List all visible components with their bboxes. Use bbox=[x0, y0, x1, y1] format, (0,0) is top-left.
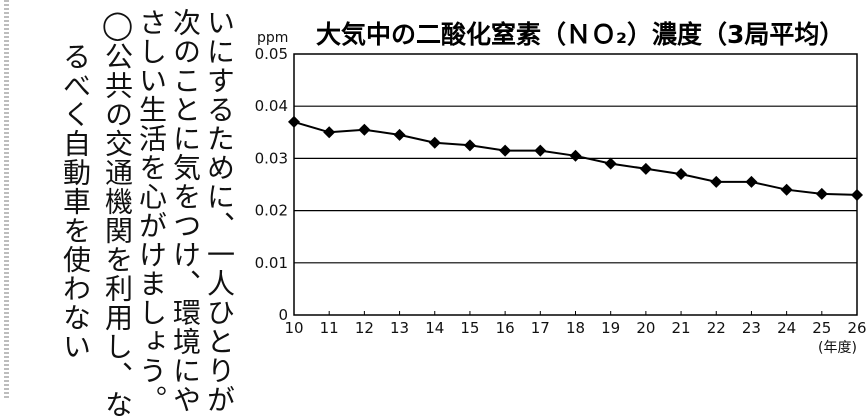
y-axis-unit-label: ppm bbox=[257, 30, 288, 46]
data-point-marker bbox=[534, 144, 547, 157]
x-tick-label: 14 bbox=[425, 319, 444, 337]
x-tick-label: 18 bbox=[566, 319, 585, 337]
x-tick-label: 10 bbox=[284, 319, 303, 337]
x-axis-unit-label: (年度) bbox=[818, 340, 857, 356]
x-tick-label: 20 bbox=[636, 319, 655, 337]
x-tick-label: 16 bbox=[496, 319, 515, 337]
y-tick-label: 0.04 bbox=[255, 97, 288, 115]
plot-frame bbox=[293, 53, 858, 316]
x-tick-label: 23 bbox=[742, 319, 761, 337]
body-text-line-3: さしい生活を心がけましょう。 bbox=[135, 8, 168, 414]
data-point-marker bbox=[604, 157, 617, 170]
x-tick-label: 17 bbox=[531, 319, 550, 337]
x-tick-label: 11 bbox=[320, 319, 339, 337]
y-tick-label: 0.02 bbox=[255, 202, 288, 220]
data-point-marker bbox=[569, 149, 582, 162]
data-point-marker bbox=[499, 144, 512, 157]
data-point-marker bbox=[639, 162, 652, 175]
x-tick-label: 19 bbox=[601, 319, 620, 337]
body-text-line-5: るべく自動車を使わない bbox=[59, 42, 92, 361]
data-point-marker bbox=[288, 115, 300, 128]
plot-area: 0.05 0.04 0.03 0.02 0.01 010 11 12 13 14 15 16 17 18 1… bbox=[255, 45, 867, 337]
x-tick-label: 21 bbox=[672, 319, 691, 337]
dotted-margin-rule bbox=[4, 0, 9, 400]
y-tick-label: 0 bbox=[278, 306, 288, 324]
data-point-marker bbox=[323, 126, 336, 139]
body-text-line-1: いにするために、一人ひとりが bbox=[203, 8, 236, 414]
y-tick-label: 0.05 bbox=[255, 45, 288, 63]
data-point-marker bbox=[815, 187, 828, 200]
data-point-marker bbox=[675, 168, 688, 181]
data-point-marker bbox=[780, 183, 793, 196]
data-point-marker bbox=[393, 128, 406, 141]
data-point-marker bbox=[358, 123, 371, 136]
x-tick-label: 22 bbox=[707, 319, 726, 337]
x-tick-label: 13 bbox=[390, 319, 409, 337]
data-point-marker bbox=[851, 188, 863, 201]
body-text-line-2: 次のことに気をつけ、環境にや bbox=[169, 8, 202, 414]
data-point-marker bbox=[745, 175, 758, 188]
y-tick-label: 0.03 bbox=[255, 149, 288, 167]
x-tick-label: 26 bbox=[847, 319, 866, 337]
chart-title: 大気中の二酸化窒素（ＮＯ₂）濃度（3局平均） bbox=[316, 20, 844, 49]
data-point-marker bbox=[710, 175, 723, 188]
x-tick-label: 12 bbox=[355, 319, 374, 337]
no2-line-chart: 大気中の二酸化窒素（ＮＯ₂）濃度（3局平均） ppm (年度) 0.05 0.04… bbox=[255, 20, 867, 356]
y-tick-label: 0.01 bbox=[255, 254, 288, 272]
x-tick-label: 15 bbox=[460, 319, 479, 337]
data-point-marker bbox=[428, 136, 441, 149]
x-tick-label: 25 bbox=[812, 319, 831, 337]
data-point-marker bbox=[463, 139, 476, 152]
body-text-line-4: ◯公共の交通機関を利用し、な bbox=[101, 8, 134, 419]
x-tick-label: 24 bbox=[777, 319, 796, 337]
